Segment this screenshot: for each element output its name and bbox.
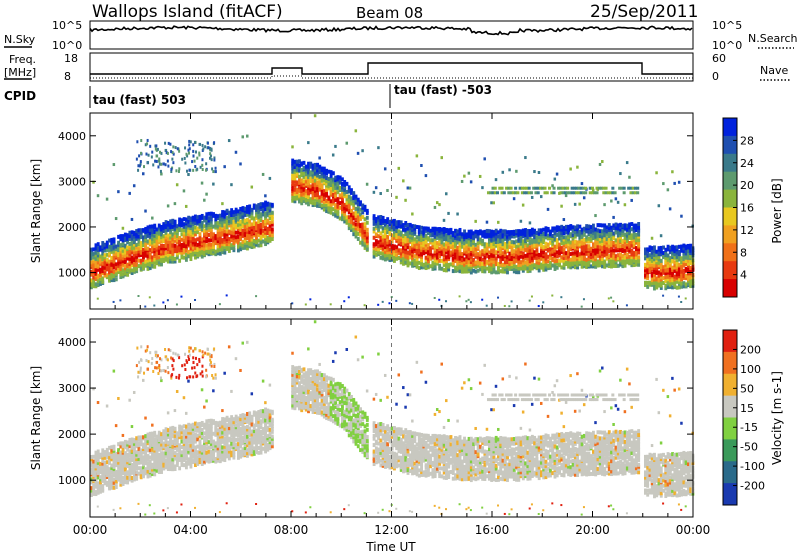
velocity-echo-field (90, 320, 695, 516)
colorbar-swatch (723, 351, 737, 375)
colorbar-swatch (723, 171, 737, 191)
beam-label: Beam 08 (356, 4, 423, 22)
freq-unit: [MHz] (4, 66, 36, 79)
velocity-colorbar-label: Velocity [m s-1] (770, 371, 784, 465)
colorbar-tick-4: 12 (740, 224, 754, 237)
colorbar-swatch (723, 483, 737, 506)
site-title: Wallops Island (fitACF) (92, 2, 283, 22)
colorbar-swatch (723, 118, 737, 137)
colorbar-swatch (723, 243, 737, 262)
colorbar-tick-2: 50 (740, 382, 754, 395)
colorbar-swatch (723, 135, 737, 155)
colorbar-swatch (723, 189, 737, 208)
colorbar-swatch (723, 439, 737, 462)
colorbar-tick-1: 100 (740, 363, 761, 376)
vel-ytick-0: 1000 (58, 474, 86, 487)
power-ytick-3: 4000 (58, 130, 86, 143)
nsearch-tick-high: 10^5 (712, 19, 742, 32)
nsearch-label: N.Search (748, 32, 798, 45)
freq-tick-low: 8 (64, 70, 71, 83)
colorbar-tick-3: 16 (740, 202, 754, 215)
vel-ytick-2: 3000 (58, 382, 86, 395)
colorbar-swatch (723, 373, 737, 397)
freq-trace (90, 62, 693, 75)
colorbar-tick-5: 8 (740, 246, 747, 259)
nsky-tick-low: 10^0 (52, 39, 82, 52)
colorbar-tick-3: 15 (740, 402, 754, 415)
colorbar-swatch (723, 330, 737, 353)
time-axis: 00:00 04:00 08:00 12:00 16:00 20:00 00:00 (73, 113, 711, 537)
velocity-panel: 1000 2000 3000 4000 Slant Range [km] 200 100… (29, 318, 784, 518)
colorbar-tick-1: 24 (740, 157, 754, 170)
velocity-colorbar: 200 100 50 15 -15 -50 -100 -200 (722, 329, 765, 506)
power-echo-field (90, 114, 695, 308)
power-ylabel: Slant Range [km] (29, 159, 43, 263)
colorbar-swatch (723, 461, 737, 484)
power-colorbar: 28 24 20 16 12 8 4 (722, 117, 754, 298)
cpid-label: CPID (4, 89, 36, 103)
time-tick-5: 20:00 (575, 523, 610, 537)
power-colorbar-label: Power [dB] (770, 178, 784, 243)
nsky-tick-high: 10^5 (52, 19, 82, 32)
freq-label: Freq. (9, 53, 36, 66)
colorbar-swatch (723, 153, 737, 173)
colorbar-tick-0: 28 (740, 134, 754, 147)
vel-ytick-1: 2000 (58, 428, 86, 441)
nsky-label: N.Sky (4, 33, 36, 46)
time-tick-6: 00:00 (676, 523, 711, 537)
time-axis-label: Time UT (365, 540, 416, 554)
nsearch-tick-low: 10^0 (712, 39, 742, 52)
vel-ytick-3: 4000 (58, 336, 86, 349)
power-ytick-0: 1000 (58, 267, 86, 280)
time-tick-4: 16:00 (475, 523, 510, 537)
colorbar-swatch (723, 279, 737, 298)
colorbar-tick-5: -50 (740, 441, 758, 454)
nave-tick-high: 60 (712, 52, 726, 65)
power-ytick-2: 3000 (58, 175, 86, 188)
freq-strip: Freq. [MHz] 18 8 60 0 Nave (4, 52, 790, 83)
colorbar-tick-6: 4 (740, 269, 747, 282)
cpid-segment-1: tau (fast) 503 (93, 93, 186, 107)
colorbar-swatch (723, 225, 737, 244)
velocity-ylabel: Slant Range [km] (29, 366, 43, 470)
date-label: 25/Sep/2011 (590, 2, 698, 22)
time-tick-2: 08:00 (274, 523, 309, 537)
nsky-trace (89, 25, 693, 36)
colorbar-tick-0: 200 (740, 343, 761, 356)
cpid-strip: CPID tau (fast) 503 tau (fast) -503 (4, 83, 492, 108)
colorbar-swatch (723, 395, 737, 418)
power-ytick-1: 2000 (58, 221, 86, 234)
colorbar-tick-2: 20 (740, 179, 754, 192)
nave-label: Nave (760, 64, 788, 77)
nsky-strip: N.Sky 10^5 10^0 10^5 10^0 N.Search (4, 19, 798, 52)
colorbar-tick-7: -200 (740, 480, 765, 493)
time-tick-0: 00:00 (73, 523, 108, 537)
colorbar-swatch (723, 261, 737, 280)
colorbar-tick-4: -15 (740, 421, 758, 434)
nave-tick-low: 0 (712, 70, 719, 83)
colorbar-tick-6: -100 (740, 460, 765, 473)
colorbar-swatch (723, 417, 737, 440)
freq-tick-high: 18 (64, 52, 78, 65)
power-panel: 1000 2000 3000 4000 Slant Range [km] 28 24 20… (29, 112, 784, 310)
time-tick-3: 12:00 (374, 523, 409, 537)
time-tick-1: 04:00 (173, 523, 208, 537)
cpid-segment-2: tau (fast) -503 (394, 83, 492, 97)
colorbar-swatch (723, 207, 737, 226)
nave-trace (90, 75, 693, 79)
